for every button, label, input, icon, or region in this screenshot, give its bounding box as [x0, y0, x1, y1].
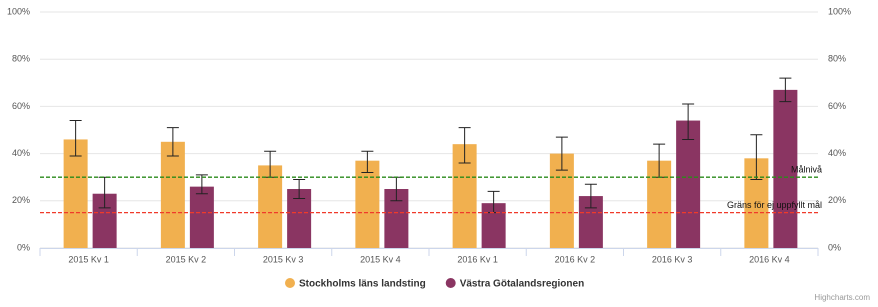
legend-label[interactable]: Stockholms läns landsting: [299, 279, 426, 290]
legend-label[interactable]: Västra Götalandsregionen: [460, 279, 584, 290]
error-bar: [584, 183, 597, 209]
x-tick-label: 2016 Kv 3: [652, 254, 693, 264]
y2-tick-label: 80%: [828, 54, 846, 64]
bar: [676, 120, 701, 248]
bar: [258, 165, 283, 248]
error-bar: [195, 174, 208, 195]
y-tick-label: 20%: [12, 195, 30, 205]
y-tick-label: 100%: [7, 6, 30, 16]
error-bar: [458, 127, 471, 164]
plot-line-label: Målnivå: [791, 165, 822, 175]
y2-tick-label: 100%: [828, 6, 851, 16]
y2-tick-label: 20%: [828, 195, 846, 205]
x-tick-label: 2015 Kv 2: [166, 254, 207, 264]
bar: [355, 160, 380, 248]
bar: [160, 141, 185, 248]
bar: [189, 186, 214, 248]
error-bar: [361, 150, 374, 173]
x-tick-label: 2016 Kv 4: [749, 254, 790, 264]
error-bar: [682, 103, 695, 140]
x-tick-label: 2016 Kv 2: [555, 254, 596, 264]
plot-line-label: Gräns för ej uppfyllt mål: [727, 200, 822, 210]
y2-tick-label: 40%: [828, 148, 846, 158]
x-tick-label: 2015 Kv 4: [360, 254, 401, 264]
legend-marker[interactable]: [285, 278, 295, 288]
error-bar: [69, 120, 82, 157]
bar: [773, 89, 798, 248]
y-tick-label: 0%: [17, 242, 30, 252]
error-bar: [293, 179, 306, 199]
error-bar: [555, 136, 568, 171]
x-tick-label: 2015 Kv 1: [68, 254, 109, 264]
error-bar: [750, 134, 763, 181]
error-bar: [779, 77, 792, 103]
error-bar: [166, 127, 179, 157]
y2-tick-label: 0%: [828, 242, 841, 252]
y-tick-label: 40%: [12, 148, 30, 158]
bar: [63, 139, 88, 248]
y2-tick-label: 60%: [828, 101, 846, 111]
x-tick-label: 2015 Kv 3: [263, 254, 304, 264]
x-tick-label: 2016 Kv 1: [457, 254, 498, 264]
legend-marker[interactable]: [445, 278, 456, 288]
y-tick-label: 60%: [12, 101, 30, 111]
y-tick-label: 80%: [12, 54, 30, 64]
credits[interactable]: Highcharts.com: [814, 293, 870, 302]
